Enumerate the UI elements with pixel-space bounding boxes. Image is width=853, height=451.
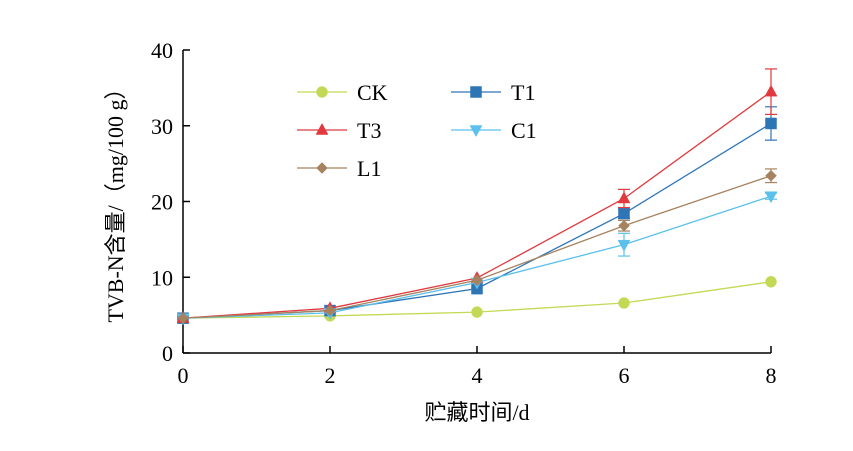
legend-item-l1: L1 [297, 156, 381, 181]
legend-marker [316, 162, 328, 174]
data-point [765, 117, 777, 130]
legend-marker [470, 86, 482, 98]
y-ticks: 0 10 20 30 40 [151, 38, 190, 366]
data-point [764, 84, 778, 97]
x-ticks: 0 2 4 6 8 [178, 346, 777, 388]
legend-marker [315, 122, 329, 135]
series-layer [176, 68, 778, 326]
x-tick-label: 4 [472, 363, 483, 388]
series-c1 [176, 191, 778, 326]
legend-label: L1 [357, 156, 381, 181]
legend-item-t3: T3 [297, 118, 381, 143]
x-tick-label: 6 [619, 363, 630, 388]
data-point [177, 312, 189, 325]
legend-item-ck: CK [297, 80, 388, 105]
data-point [618, 219, 630, 232]
x-tick-label: 2 [325, 363, 336, 388]
data-point [618, 207, 630, 220]
legend-item-t1: T1 [451, 80, 535, 105]
data-point [764, 191, 778, 204]
data-point [471, 306, 483, 318]
data-point [618, 297, 630, 309]
data-point [324, 304, 336, 317]
y-tick-label: 40 [151, 38, 173, 63]
legend-label: C1 [511, 118, 537, 143]
series-t1 [177, 106, 777, 324]
data-point [617, 191, 631, 204]
series-l1 [177, 168, 777, 325]
y-tick-label: 30 [151, 114, 173, 139]
series-line [182, 175, 772, 319]
y-tick-label: 20 [151, 190, 173, 215]
x-tick-label: 0 [178, 363, 189, 388]
series-line [182, 195, 772, 319]
x-tick-label: 8 [766, 363, 777, 388]
data-point [765, 276, 777, 288]
legend-marker [469, 125, 483, 138]
data-point [471, 274, 483, 287]
data-point [617, 239, 631, 252]
legend-item-c1: C1 [451, 118, 537, 143]
legend-marker [316, 86, 328, 98]
y-tick-label: 10 [151, 265, 173, 290]
legend: CK T3 L1 T1 C1 [297, 80, 537, 181]
legend-label: T3 [357, 118, 381, 143]
y-axis-label: TVB-N含量/（mg/100 g） [103, 77, 128, 322]
data-point [765, 169, 777, 182]
x-axis-label: 贮藏时间/d [424, 400, 529, 425]
legend-label: CK [357, 80, 388, 105]
legend-label: T1 [511, 80, 535, 105]
y-tick-label: 0 [162, 341, 173, 366]
